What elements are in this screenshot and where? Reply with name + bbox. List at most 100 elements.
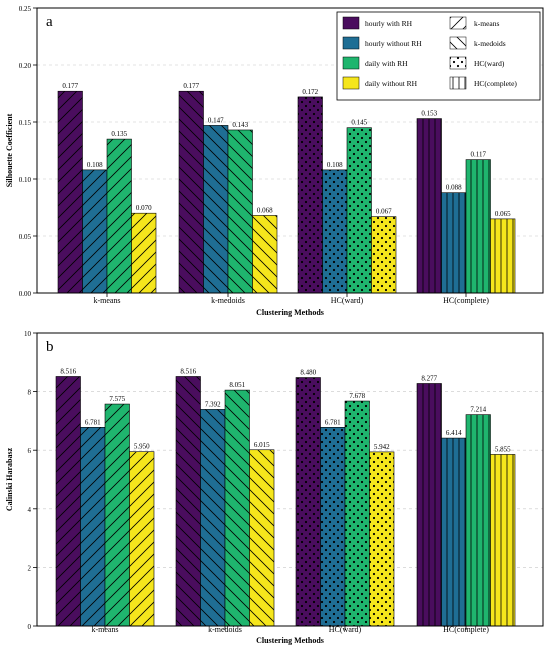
bar-hatch bbox=[249, 449, 275, 627]
bar-hatch bbox=[465, 414, 491, 627]
data-label: 8.516 bbox=[60, 367, 76, 375]
x-tick-label: HC(ward) bbox=[329, 625, 362, 634]
data-label: 0.117 bbox=[471, 151, 487, 159]
y-tick-label: 4 bbox=[28, 506, 32, 514]
bar-hatch bbox=[178, 90, 204, 294]
bar-hatch bbox=[346, 127, 372, 294]
bar-hatch bbox=[131, 212, 157, 294]
y-tick-label: 0.05 bbox=[19, 233, 32, 241]
bar-hatch bbox=[490, 218, 516, 294]
panel-label: a bbox=[46, 14, 53, 30]
data-label: 8.480 bbox=[300, 369, 316, 377]
bar-hatch bbox=[465, 159, 491, 294]
y-tick-label: 8 bbox=[28, 389, 32, 397]
data-label: 0.108 bbox=[327, 161, 343, 169]
legend-label: daily with RH bbox=[365, 59, 408, 68]
data-label: 8.516 bbox=[180, 367, 196, 375]
bar-hatch bbox=[224, 389, 250, 627]
legend-hatch-swatch bbox=[449, 16, 467, 30]
legend-label: k-means bbox=[474, 19, 499, 28]
legend-label: daily without RH bbox=[365, 79, 418, 88]
data-label: 0.065 bbox=[495, 210, 511, 218]
data-label: 5.950 bbox=[134, 443, 150, 451]
data-label: 0.153 bbox=[421, 110, 437, 118]
data-label: 6.414 bbox=[446, 429, 462, 437]
data-label: 0.068 bbox=[257, 206, 273, 214]
bar-hatch bbox=[320, 427, 346, 627]
data-label: 5.855 bbox=[495, 445, 511, 453]
legend-label: k-medoids bbox=[474, 39, 506, 48]
bar-hatch bbox=[369, 451, 395, 627]
legend-hatch-swatch bbox=[449, 36, 467, 50]
bar-hatch bbox=[203, 125, 229, 294]
data-label: 6.781 bbox=[85, 418, 101, 426]
bar-hatch bbox=[416, 383, 442, 627]
legend-label: hourly with RH bbox=[365, 19, 413, 28]
legend-label: hourly without RH bbox=[365, 39, 422, 48]
plot-frame bbox=[36, 7, 544, 294]
data-label: 0.147 bbox=[208, 116, 224, 124]
bar-hatch bbox=[252, 215, 278, 294]
y-tick-label: 0.20 bbox=[19, 62, 32, 70]
data-label: 0.135 bbox=[111, 130, 127, 138]
data-label: 0.067 bbox=[376, 208, 392, 216]
data-label: 7.575 bbox=[109, 395, 125, 403]
bar-hatch bbox=[200, 409, 226, 627]
bar-hatch bbox=[106, 138, 132, 294]
bar-hatch bbox=[55, 376, 81, 627]
bar-hatch bbox=[441, 192, 467, 294]
data-label: 6.015 bbox=[254, 441, 270, 449]
bar-hatch bbox=[416, 118, 442, 294]
data-label: 8.277 bbox=[421, 374, 437, 382]
legend-swatch bbox=[342, 16, 360, 30]
legend-box bbox=[336, 11, 541, 101]
bar-hatch bbox=[295, 377, 321, 627]
y-tick-label: 0.25 bbox=[19, 5, 32, 13]
legend-hatch-swatch bbox=[449, 76, 467, 90]
data-label: 7.678 bbox=[349, 392, 365, 400]
y-tick-label: 2 bbox=[28, 564, 32, 572]
bar-hatch bbox=[129, 451, 155, 627]
y-tick-label: 0.00 bbox=[19, 290, 32, 298]
panel-silhouette: 0.00 0.05 0.10 0.15 0.20 0.25 0.177 0.108 0.135 0… bbox=[5, 5, 544, 317]
legend-hatch-swatch bbox=[449, 56, 467, 70]
x-tick-label: HC(complete) bbox=[443, 296, 489, 305]
legend-label: HC(complete) bbox=[474, 79, 517, 88]
panel-calinski-harabasz: 0 2 4 6 8 10 8.516 6.781 7.575 5.950 k-means 8.516 7… bbox=[5, 330, 544, 645]
panel-label: b bbox=[46, 339, 54, 355]
legend-swatch bbox=[342, 56, 360, 70]
bar-hatch bbox=[227, 129, 253, 294]
data-label: 0.145 bbox=[351, 119, 367, 127]
y-axis-title: Calinski Harabasz bbox=[5, 447, 14, 511]
y-tick-label: 0.10 bbox=[19, 176, 32, 184]
data-label: 7.392 bbox=[205, 400, 221, 408]
bar-hatch bbox=[80, 427, 106, 627]
x-tick-label: k-means bbox=[91, 625, 118, 634]
data-label: 0.143 bbox=[232, 121, 248, 129]
y-tick-label: 0 bbox=[28, 623, 32, 631]
data-label: 0.172 bbox=[302, 88, 318, 96]
bar-hatch bbox=[175, 376, 201, 627]
y-tick-label: 0.15 bbox=[19, 119, 32, 127]
data-label: 0.177 bbox=[62, 82, 78, 90]
bar-hatch bbox=[490, 454, 516, 627]
legend-swatch bbox=[342, 76, 360, 90]
data-label: 0.088 bbox=[446, 184, 462, 192]
bar-hatch bbox=[104, 403, 130, 627]
bar-hatch bbox=[441, 437, 467, 627]
data-label: 8.051 bbox=[229, 381, 245, 389]
bar-hatch bbox=[371, 216, 397, 294]
x-axis-title: Clustering Methods bbox=[256, 636, 324, 645]
bar-hatch bbox=[344, 400, 370, 627]
y-tick-label: 6 bbox=[28, 447, 32, 455]
x-tick-label: k-means bbox=[93, 296, 120, 305]
x-tick-label: HC(ward) bbox=[331, 296, 364, 305]
legend-swatch bbox=[342, 36, 360, 50]
data-label: 6.781 bbox=[325, 418, 341, 426]
bar-hatch bbox=[322, 169, 348, 294]
data-label: 0.108 bbox=[87, 161, 103, 169]
x-tick-label: k-medoids bbox=[211, 296, 245, 305]
bar-hatch bbox=[82, 169, 108, 294]
x-tick-label: k-medoids bbox=[208, 625, 242, 634]
